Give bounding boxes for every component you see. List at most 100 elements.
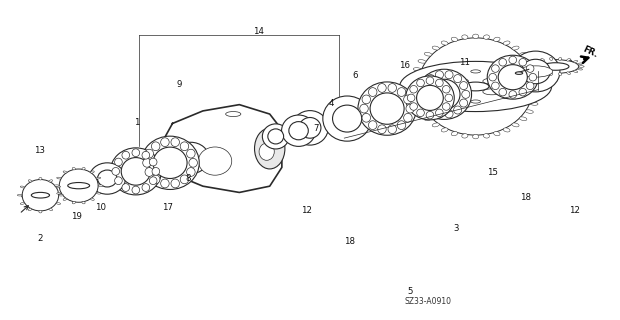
Ellipse shape [56, 192, 61, 194]
Ellipse shape [281, 115, 316, 146]
Text: 14: 14 [253, 27, 264, 36]
Ellipse shape [435, 79, 443, 87]
Ellipse shape [577, 63, 582, 65]
Ellipse shape [151, 175, 160, 184]
Ellipse shape [410, 85, 417, 93]
Ellipse shape [527, 66, 533, 67]
Ellipse shape [503, 74, 513, 77]
Ellipse shape [533, 93, 541, 97]
Ellipse shape [526, 82, 534, 90]
Ellipse shape [519, 59, 526, 66]
Ellipse shape [152, 167, 160, 175]
Ellipse shape [492, 82, 499, 90]
Ellipse shape [91, 171, 94, 173]
Ellipse shape [518, 66, 552, 77]
Ellipse shape [533, 70, 538, 73]
Ellipse shape [533, 60, 538, 63]
Ellipse shape [143, 158, 151, 167]
Ellipse shape [509, 56, 516, 64]
Text: 2: 2 [37, 234, 42, 243]
Ellipse shape [259, 143, 274, 160]
Ellipse shape [445, 71, 453, 79]
Ellipse shape [425, 85, 435, 88]
Ellipse shape [483, 78, 501, 84]
Ellipse shape [559, 73, 562, 76]
Ellipse shape [454, 75, 462, 83]
Ellipse shape [149, 158, 157, 166]
Ellipse shape [472, 134, 479, 139]
Ellipse shape [445, 110, 453, 118]
Ellipse shape [499, 59, 507, 66]
Text: 1: 1 [134, 118, 140, 127]
Ellipse shape [438, 74, 448, 77]
Ellipse shape [31, 192, 50, 198]
Ellipse shape [180, 142, 188, 151]
Ellipse shape [130, 165, 159, 173]
Ellipse shape [438, 96, 448, 99]
Ellipse shape [56, 186, 61, 188]
Ellipse shape [410, 103, 417, 110]
Ellipse shape [541, 59, 544, 61]
Ellipse shape [122, 151, 130, 159]
Text: 18: 18 [520, 193, 531, 202]
Ellipse shape [299, 117, 321, 138]
Ellipse shape [484, 35, 489, 39]
Ellipse shape [407, 94, 415, 102]
Ellipse shape [82, 201, 85, 204]
Text: 3: 3 [453, 225, 459, 234]
Ellipse shape [362, 113, 371, 122]
Text: SZ33-A0910: SZ33-A0910 [405, 297, 452, 306]
Ellipse shape [388, 125, 397, 134]
Ellipse shape [519, 88, 526, 96]
Ellipse shape [378, 125, 386, 134]
Ellipse shape [450, 78, 469, 84]
Ellipse shape [29, 180, 32, 182]
Text: 8: 8 [186, 174, 191, 183]
Ellipse shape [529, 68, 534, 70]
Ellipse shape [441, 41, 448, 45]
Ellipse shape [17, 195, 22, 196]
Ellipse shape [427, 106, 435, 114]
Ellipse shape [368, 121, 377, 130]
Ellipse shape [494, 132, 500, 136]
Text: 17: 17 [162, 203, 173, 212]
Polygon shape [45, 175, 110, 196]
Ellipse shape [435, 71, 443, 79]
Ellipse shape [471, 100, 480, 103]
Ellipse shape [573, 70, 578, 73]
Polygon shape [103, 167, 135, 183]
Ellipse shape [136, 167, 153, 171]
Ellipse shape [60, 169, 98, 202]
Text: 10: 10 [95, 203, 106, 212]
Ellipse shape [73, 167, 76, 170]
Ellipse shape [463, 82, 489, 91]
Polygon shape [161, 105, 282, 192]
Ellipse shape [484, 134, 489, 138]
Ellipse shape [450, 89, 469, 95]
Ellipse shape [406, 104, 414, 113]
Ellipse shape [520, 52, 527, 56]
Ellipse shape [409, 85, 418, 88]
Ellipse shape [198, 147, 232, 175]
Ellipse shape [520, 117, 527, 121]
Text: 13: 13 [34, 146, 45, 155]
Ellipse shape [542, 63, 569, 70]
Ellipse shape [400, 61, 552, 112]
Ellipse shape [20, 186, 25, 188]
Ellipse shape [410, 76, 419, 79]
Text: 9: 9 [177, 80, 182, 89]
Polygon shape [78, 174, 112, 189]
Ellipse shape [424, 117, 432, 121]
Ellipse shape [161, 179, 169, 188]
Ellipse shape [418, 90, 427, 98]
Ellipse shape [498, 65, 528, 90]
Ellipse shape [59, 195, 63, 196]
Ellipse shape [142, 184, 149, 191]
Ellipse shape [494, 37, 500, 42]
Ellipse shape [515, 72, 523, 74]
Ellipse shape [110, 148, 161, 195]
Ellipse shape [142, 151, 149, 159]
Ellipse shape [451, 132, 458, 136]
Text: 7: 7 [313, 124, 319, 133]
Ellipse shape [55, 185, 60, 187]
